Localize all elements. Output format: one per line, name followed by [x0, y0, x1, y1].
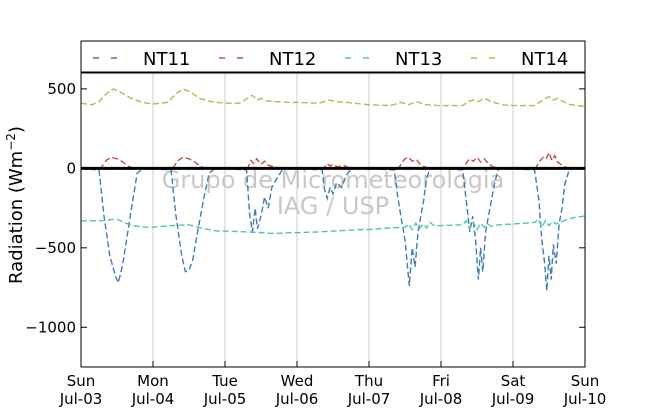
x-tick-day-4: Thu — [354, 372, 383, 390]
series-line-nt14 — [80, 88, 586, 108]
x-tick-date-0: Jul-03 — [59, 390, 103, 408]
y-axis-label-exponent: −2 — [4, 133, 18, 151]
x-tick-day-1: Mon — [137, 372, 169, 390]
x-tick-date-4: Jul-07 — [347, 390, 391, 408]
plot-frame — [80, 72, 586, 368]
x-tick-day-5: Fri — [432, 372, 450, 390]
legend-box — [80, 40, 586, 73]
vertical-gridlines — [152, 73, 514, 367]
x-tick-day-6: Sat — [501, 372, 526, 390]
x-tick-date-6: Jul-09 — [491, 390, 535, 408]
x-tick-day-0: Sun — [67, 372, 96, 390]
watermark: Grupo de Micrometeorologia IAG / USP — [162, 166, 504, 220]
x-tick-date-2: Jul-05 — [203, 390, 247, 408]
legend-label-nt14: NT14 — [521, 49, 568, 70]
legend-label-nt13: NT13 — [395, 49, 442, 70]
x-tick-day-3: Wed — [281, 372, 314, 390]
y-axis-label-close: ) — [6, 126, 27, 133]
x-tick-day-2: Tue — [211, 372, 238, 390]
y-tick-label-3: −1000 — [25, 318, 76, 336]
legend-label-nt12: NT12 — [269, 49, 316, 70]
y-axis-label-main: Radiation (Wm — [6, 151, 27, 284]
series-line-nt12 — [80, 150, 575, 170]
y-tick-label-0: 500 — [47, 80, 76, 98]
series-line-nt13 — [81, 215, 586, 235]
x-tick-day-7: Sun — [571, 372, 600, 390]
y-tick-label-1: 0 — [66, 159, 76, 177]
y-tick-label-2: −500 — [35, 239, 76, 257]
x-tick-date-5: Jul-08 — [419, 390, 463, 408]
x-tick-date-1: Jul-04 — [131, 390, 175, 408]
legend: NT11 NT12 NT13 NT14 — [80, 40, 586, 73]
x-tick-date-3: Jul-06 — [275, 390, 319, 408]
legend-label-nt11: NT11 — [143, 49, 190, 70]
x-axis-ticks: SunJul-03MonJul-04TueJul-05WedJul-06ThuJ… — [59, 361, 607, 408]
y-axis-ticks: 500 0 −500 −1000 — [25, 80, 585, 336]
y-axis-label: Radiation (Wm−2) — [4, 126, 27, 284]
watermark-line-2: IAG / USP — [277, 192, 389, 220]
x-tick-date-7: Jul-10 — [563, 390, 607, 408]
watermark-line-1: Grupo de Micrometeorologia — [162, 166, 504, 194]
